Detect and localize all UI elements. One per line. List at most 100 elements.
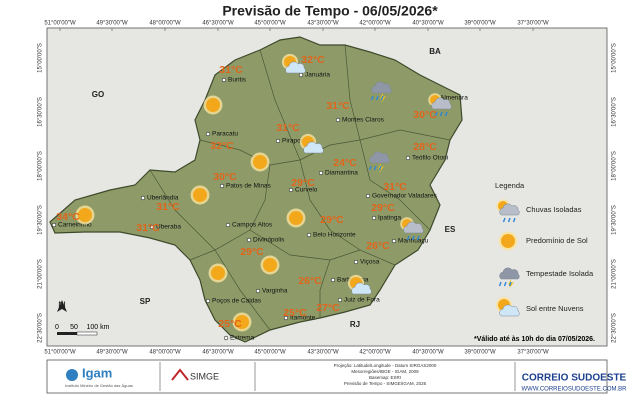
temperature-label: 26°C: [298, 275, 322, 287]
weather-icon: [75, 205, 95, 225]
city-dot: [298, 72, 304, 78]
simge-logo: [171, 368, 189, 381]
weather-icon: [498, 267, 520, 289]
city-dot: [149, 224, 155, 230]
city-dot: [219, 183, 225, 189]
city-label: Ipatinga: [378, 215, 402, 222]
weather-icon: [347, 274, 372, 295]
rain-drop: [416, 235, 420, 241]
longitude-label: 46°30'00"W: [202, 21, 234, 27]
rain-drop: [370, 95, 374, 101]
temperature-label: 32°C: [301, 54, 325, 66]
latitude-label: 21°00'00"S: [612, 259, 618, 289]
city-dot: [140, 195, 146, 201]
weather-icon: [496, 199, 520, 223]
temperature-label: 31°C: [326, 100, 350, 112]
city-label: Uberaba: [156, 224, 181, 231]
longitude-label: 48°00'00"W: [149, 350, 181, 356]
city-label: Pirapora: [282, 138, 307, 145]
sun: [235, 315, 249, 329]
legend-label: Predomínio de Sol: [526, 236, 588, 245]
latitude-label: 19°30'00"S: [612, 205, 618, 235]
city-label: Belo Horizonte: [313, 232, 356, 239]
cloud: [369, 151, 390, 164]
temperature-label: 32°C: [210, 140, 234, 152]
temperature-label: 24°C: [333, 157, 357, 169]
city-dot: [335, 117, 341, 123]
weather-icon: [260, 255, 280, 275]
cloud: [499, 203, 520, 216]
city-dot: [205, 131, 211, 137]
scale-label: 50: [70, 324, 78, 331]
city-label: Governador Valadares: [372, 193, 438, 200]
rain-drop: [368, 165, 372, 171]
city-dot: [275, 138, 281, 144]
brand-name: CORREIO SUDOESTE: [522, 373, 627, 384]
longitude-label: 51°00'00"W: [44, 21, 76, 27]
temperature-label: 29°C: [240, 246, 264, 258]
city-dot: [246, 237, 252, 243]
state-label: RJ: [350, 320, 360, 329]
sun: [193, 188, 207, 202]
legend-label: Tempestade Isolada: [526, 269, 594, 278]
city-label: Montes Claros: [342, 117, 385, 124]
longitude-label: 39°00'00"W: [464, 21, 496, 27]
rain-drop: [498, 281, 502, 287]
latitude-label: 15°00'00"S: [38, 43, 44, 73]
cloud: [431, 97, 452, 110]
credit-line: Previsão de Tempo - SIMGE/IGAM, 2026: [344, 381, 427, 386]
city-label: Buritis: [228, 77, 247, 84]
scale-bar: [57, 331, 98, 336]
brand-site: WWW.CORREIOSUDOESTE.COM.BR: [522, 387, 628, 393]
rain-drop: [373, 165, 377, 171]
cloud: [499, 267, 520, 280]
sun: [501, 234, 515, 248]
sun: [211, 266, 225, 280]
rain-drop: [378, 165, 382, 171]
rain-drop: [375, 95, 379, 101]
temperature-label: 31°C: [156, 201, 180, 213]
legend-title: Legenda: [495, 181, 525, 190]
temperature-label: 25°C: [218, 318, 242, 330]
longitude-label: 40°30'00"W: [412, 350, 444, 356]
city-label: Viçosa: [360, 259, 380, 266]
igam-name: Igam: [82, 365, 112, 380]
latitude-label: 19°30'00"S: [38, 205, 44, 235]
lightning: [378, 163, 384, 173]
city-label: Divinópolis: [253, 237, 285, 244]
longitude-label: 43°30'00"W: [307, 21, 339, 27]
city-dot: [288, 187, 294, 193]
temperature-label: 29°C: [371, 202, 395, 214]
city-label: Uberlândia: [147, 195, 179, 202]
temperature-label: 34°C: [56, 211, 80, 223]
sun: [206, 98, 220, 112]
temperature-label: 27°C: [316, 302, 340, 314]
temperature-label: 31°C: [136, 222, 160, 234]
weather-icon: [286, 208, 306, 228]
longitude-label: 48°00'00"W: [149, 21, 181, 27]
weather-icon: [232, 312, 252, 332]
cloud: [303, 141, 324, 154]
temperature-label: 26°C: [366, 240, 390, 252]
city-label: Itamonte: [290, 315, 316, 322]
region-lines: [149, 44, 451, 331]
legend-label: Chuvas Isoladas: [526, 205, 582, 214]
temperature-label: 28°C: [413, 141, 437, 153]
longitude-label: 45°00'00"W: [254, 350, 286, 356]
simge-name: SIMGE: [190, 371, 219, 381]
city-label: Extrema: [230, 335, 255, 342]
credit-line: Projeção: Latitude/Longitude - Datum SIR…: [334, 363, 437, 368]
longitude-label: 46°30'00"W: [202, 350, 234, 356]
city-dot: [318, 170, 324, 176]
state-shape: [49, 36, 463, 343]
map-title: Previsão de Tempo - 06/05/2026*: [222, 3, 438, 19]
latitude-label: 16°30'00"S: [38, 97, 44, 127]
cloud: [403, 221, 424, 234]
weather-icon: [190, 185, 210, 205]
latitude-label: 18°00'00"S: [38, 151, 44, 181]
city-dot: [337, 297, 343, 303]
rain-drop: [508, 281, 512, 287]
city-label: Carneirinho: [58, 222, 92, 229]
city-dot: [255, 288, 261, 294]
